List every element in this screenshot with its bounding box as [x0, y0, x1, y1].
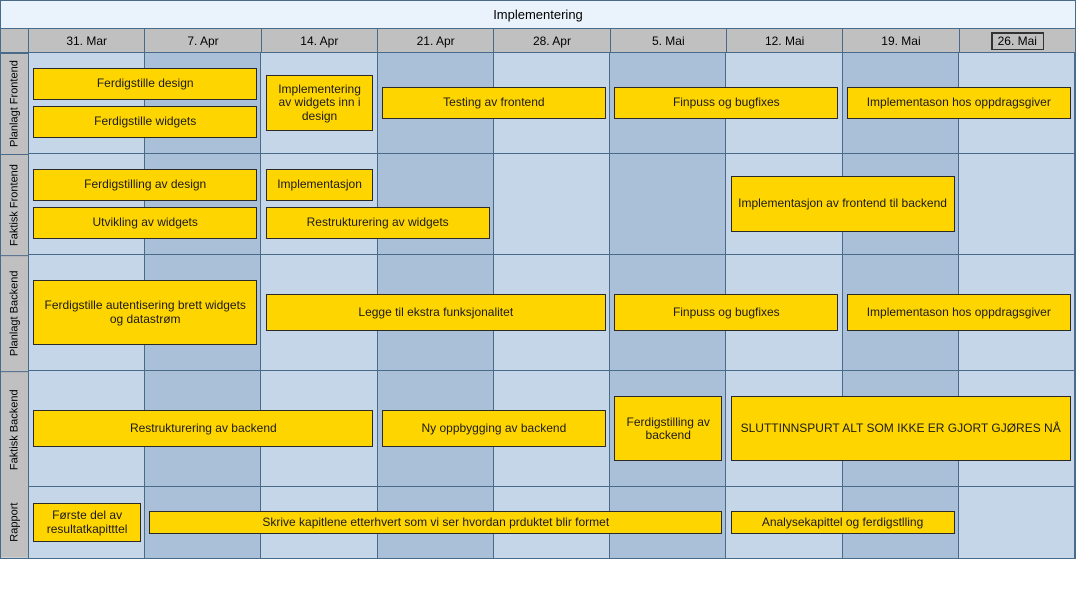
- gantt-bar: Testing av frontend: [382, 87, 606, 119]
- gantt-bar: Ferdigstilling av design: [33, 169, 257, 201]
- gantt-bar: Ferdigstilling av backend: [614, 396, 722, 460]
- swimlane: Ferdigstille design Ferdigstille widgets I…: [29, 53, 1075, 154]
- gantt-bar: Første del av resultatkapitttel: [33, 503, 141, 543]
- chart-title-text: Implementering: [493, 7, 583, 22]
- gantt-bar: Ferdigstille widgets: [33, 106, 257, 138]
- swimlane: Restrukturering av backendNy oppbygging …: [29, 371, 1075, 487]
- time-col-label: 19. Mai: [881, 34, 920, 48]
- gantt-bar: Implementering av widgets inn i design: [266, 75, 374, 131]
- time-axis: 31. Mar 7. Apr 14. Apr 21. Apr 28. Apr 5. Mai…: [1, 29, 1075, 53]
- bars-layer: Ferdigstille design Ferdigstille widgets I…: [29, 53, 1075, 153]
- time-col-label: 12. Mai: [765, 34, 804, 48]
- gantt-bar: Implementason hos oppdragsgiver: [847, 294, 1071, 331]
- time-col-head: 31. Mar: [29, 29, 145, 52]
- gantt-bar: Finpuss og bugfixes: [614, 87, 838, 119]
- time-col-label: 14. Apr: [300, 34, 338, 48]
- row-labels: Planlagt FrontendFaktisk FrontendPlanlag…: [1, 53, 29, 558]
- gantt-bar: Legge til ekstra funksjonalitet: [266, 294, 606, 331]
- time-col-head: 14. Apr: [262, 29, 378, 52]
- header-spacer: [1, 29, 29, 52]
- time-col-head: 19. Mai: [843, 29, 959, 52]
- gantt-bar: Ny oppbygging av backend: [382, 410, 606, 447]
- gantt-bar: Restrukturering av backend: [33, 410, 373, 447]
- gantt-bar: Analysekapittel og ferdigstlling: [731, 511, 955, 534]
- time-col-label: 7. Apr: [187, 34, 218, 48]
- gantt-bar: Skrive kapitlene etterhvert som vi ser h…: [149, 511, 722, 534]
- swimlane: Ferdigstilling av design Utvikling av wid…: [29, 154, 1075, 255]
- gantt-bar: Ferdigstille autentisering brett widgets…: [33, 280, 257, 344]
- gantt-bar: Utvikling av widgets: [33, 207, 257, 239]
- bars-layer: Restrukturering av backendNy oppbygging …: [29, 371, 1075, 486]
- row-label: Planlagt Backend: [1, 255, 28, 371]
- time-col-head: 21. Apr: [378, 29, 494, 52]
- time-col-label: 21. Apr: [417, 34, 455, 48]
- row-label: Rapport: [1, 487, 28, 558]
- gantt-bar: Restrukturering av widgets: [266, 207, 490, 239]
- swimlane: Ferdigstille autentisering brett widgets…: [29, 255, 1075, 371]
- time-col-label: 31. Mar: [66, 34, 107, 48]
- chart-body: Planlagt FrontendFaktisk FrontendPlanlag…: [1, 53, 1075, 558]
- grid: Ferdigstille design Ferdigstille widgets I…: [29, 53, 1075, 558]
- time-col-head: 26. Mai: [960, 29, 1075, 52]
- bars-layer: Første del av resultatkapitttel Skrive ka…: [29, 487, 1075, 558]
- gantt-chart: Implementering 31. Mar 7. Apr 14. Apr 21. A…: [0, 0, 1076, 559]
- time-col-head: 5. Mai: [611, 29, 727, 52]
- time-col-label: 28. Apr: [533, 34, 571, 48]
- time-col-head: 12. Mai: [727, 29, 843, 52]
- bars-layer: Ferdigstille autentisering brett widgets…: [29, 255, 1075, 370]
- chart-title: Implementering: [1, 1, 1075, 29]
- time-col-head: 7. Apr: [145, 29, 261, 52]
- swimlane: Første del av resultatkapitttel Skrive ka…: [29, 487, 1075, 558]
- gantt-bar: Implementasjon: [266, 169, 374, 201]
- row-label: Faktisk Frontend: [1, 154, 28, 255]
- gantt-bar: Ferdigstille design: [33, 68, 257, 100]
- time-columns: 31. Mar 7. Apr 14. Apr 21. Apr 28. Apr 5. Mai…: [29, 29, 1075, 52]
- gantt-bar: Finpuss og bugfixes: [614, 294, 838, 331]
- gantt-bar: Implementason hos oppdragsgiver: [847, 87, 1071, 119]
- time-col-head: 28. Apr: [494, 29, 610, 52]
- time-col-label: 26. Mai: [991, 32, 1044, 50]
- row-label: Planlagt Frontend: [1, 53, 28, 154]
- gantt-bar: SLUTTINNSPURT ALT SOM IKKE ER GJORT GJØR…: [731, 396, 1071, 460]
- gantt-bar: Implementasjon av frontend til backend: [731, 176, 955, 232]
- row-label: Faktisk Backend: [1, 371, 28, 487]
- bars-layer: Ferdigstilling av design Utvikling av wid…: [29, 154, 1075, 254]
- time-col-label: 5. Mai: [652, 34, 685, 48]
